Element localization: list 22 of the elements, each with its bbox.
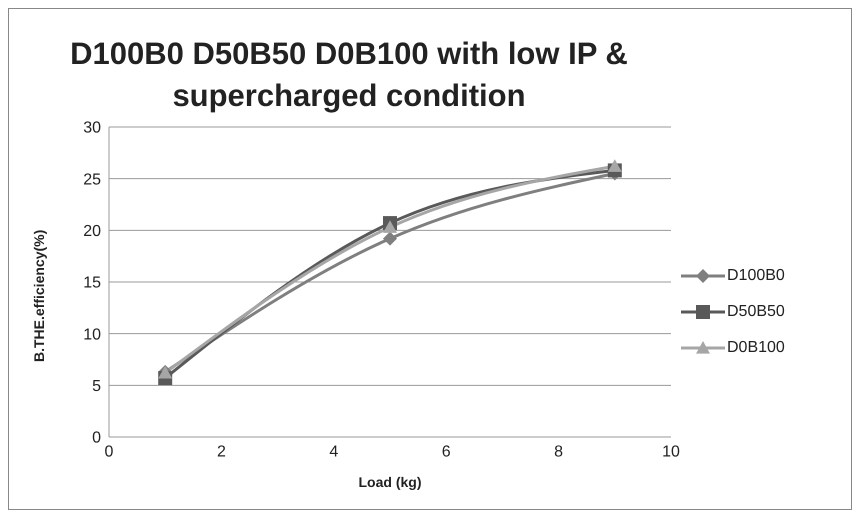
point [608, 159, 622, 172]
point [383, 220, 397, 233]
x-axis-title: Load (kg) [358, 474, 422, 490]
y-tick-label: 5 [92, 378, 102, 396]
y-tick-label: 10 [83, 326, 102, 344]
y-axis-title: B.THE.efficiency(%) [30, 230, 47, 362]
legend-label: D100B0 [727, 267, 785, 285]
x-tick-label: 6 [442, 443, 451, 460]
x-tick-label: 2 [216, 443, 226, 460]
y-tick-label: 25 [83, 171, 102, 188]
y-tick-label: 20 [83, 223, 102, 240]
y-tick-label: 0 [92, 430, 102, 447]
x-tick-label: 4 [329, 443, 338, 460]
legend-label: D50B50 [727, 303, 785, 321]
point [383, 232, 397, 246]
y-tick-label: 30 [83, 120, 102, 137]
x-tick-label: 8 [554, 443, 564, 460]
chart-title: D100B0 D50B50 D0B100 with low IP & supercharged condition [69, 35, 629, 115]
legend-label: D0B100 [727, 339, 785, 357]
y-tick-label: 15 [83, 274, 102, 292]
x-tick-label: 0 [104, 443, 114, 460]
x-tick-label: 10 [662, 443, 680, 460]
